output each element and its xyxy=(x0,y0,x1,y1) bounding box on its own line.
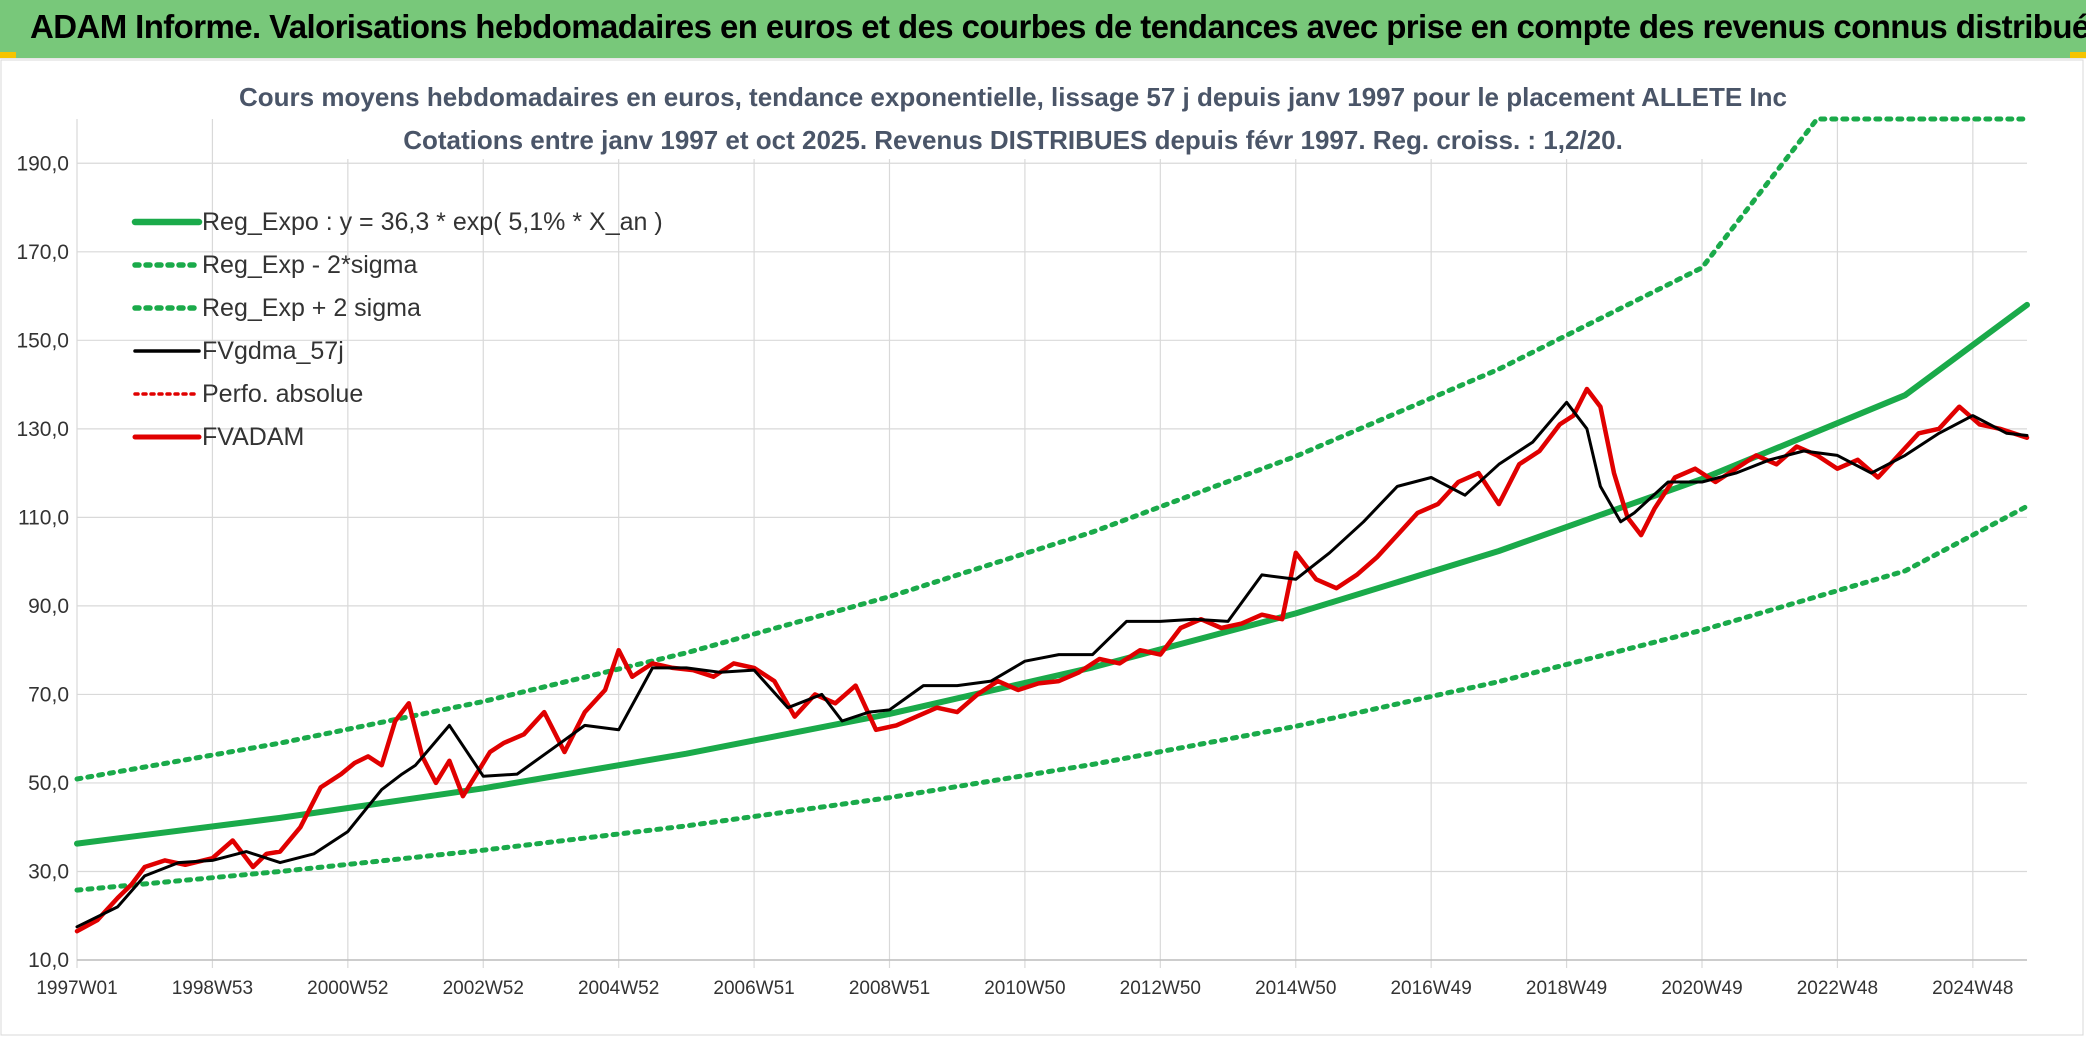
series-group xyxy=(74,116,2030,934)
x-tick-label: 2020W49 xyxy=(1661,978,1742,999)
x-tick-label: 2022W48 xyxy=(1797,978,1878,999)
y-tick-label: 130,0 xyxy=(16,418,69,441)
x-tick-label: 2010W50 xyxy=(984,978,1065,999)
axes: 10,0 30,0 50,0 70,0 90,0 110,0 130,0 150,0 170,0… xyxy=(16,152,2027,999)
series-line-5 xyxy=(74,386,2030,934)
y-tick-label: 50,0 xyxy=(28,772,69,795)
y-tick-label: 10,0 xyxy=(28,949,69,972)
series-line-1 xyxy=(74,503,2030,893)
legend-label: Reg_Expo : y = 36,3 * exp( 5,1% * X_an ) xyxy=(202,208,663,236)
x-tick-label: 2024W48 xyxy=(1932,978,2013,999)
corner-marker-left xyxy=(0,52,16,58)
legend-label: Perfo. absolue xyxy=(202,380,363,408)
y-tick-label: 70,0 xyxy=(28,683,69,706)
legend-label: FVADAM xyxy=(202,423,304,451)
x-tick-label: 2016W49 xyxy=(1390,978,1471,999)
y-tick-label: 90,0 xyxy=(28,595,69,618)
corner-marker-right xyxy=(2070,52,2086,58)
series-line-2 xyxy=(74,116,2030,782)
x-tick-label: 1998W53 xyxy=(172,978,253,999)
y-tick-label: 110,0 xyxy=(18,506,69,529)
y-tick-label: 170,0 xyxy=(16,241,69,264)
series-line-0 xyxy=(74,301,2030,847)
y-tick-label: 30,0 xyxy=(28,860,69,883)
line-chart: 10,0 30,0 50,0 70,0 90,0 110,0 130,0 150,0 170,0… xyxy=(0,59,2084,1036)
legend-label: Reg_Exp + 2 sigma xyxy=(202,294,421,322)
x-tick-label: 2018W49 xyxy=(1526,978,1607,999)
x-tick-label: 2012W50 xyxy=(1120,978,1201,999)
report-title: ADAM Informe. Valorisations hebdomadaire… xyxy=(30,8,2086,45)
legend-label: Reg_Exp - 2*sigma xyxy=(202,251,417,279)
x-tick-label: 2014W50 xyxy=(1255,978,1336,999)
x-tick-label: 2002W52 xyxy=(443,978,524,999)
chart-subtitle: Cotations entre janv 1997 et oct 2025. R… xyxy=(403,125,1623,155)
y-tick-label: 190,0 xyxy=(16,152,69,175)
series-line-3 xyxy=(75,400,2029,929)
x-tick-label: 2000W52 xyxy=(307,978,388,999)
x-tick-label: 2006W51 xyxy=(713,978,794,999)
chart-frame: 10,0 30,0 50,0 70,0 90,0 110,0 130,0 150,0 170,0… xyxy=(0,58,2086,1038)
report-header: ADAM Informe. Valorisations hebdomadaire… xyxy=(0,0,2086,58)
x-tick-label: 2008W51 xyxy=(849,978,930,999)
title-backdrop xyxy=(340,73,1720,159)
chart-title: Cours moyens hebdomadaires en euros, ten… xyxy=(239,82,1787,112)
legend: Reg_Expo : y = 36,3 * exp( 5,1% * X_an )… xyxy=(131,208,663,451)
y-tick-label: 150,0 xyxy=(16,329,69,352)
x-tick-label: 1997W01 xyxy=(36,978,117,999)
x-tick-label: 2004W52 xyxy=(578,978,659,999)
legend-label: FVgdma_57j xyxy=(202,337,344,365)
